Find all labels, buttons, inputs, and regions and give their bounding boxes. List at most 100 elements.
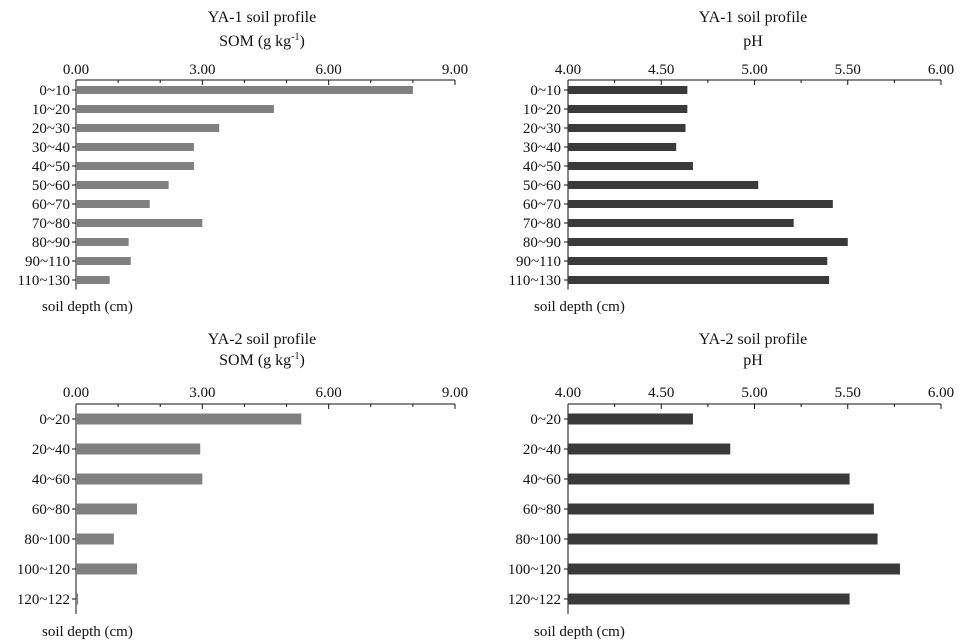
bar-30~40	[76, 143, 194, 151]
x-tick-label: 3.00	[189, 385, 215, 401]
chart-title: YA-1 soil profile	[699, 9, 807, 26]
x-tick-label: 4.00	[555, 62, 581, 78]
x-tick-label: 4.50	[648, 385, 674, 401]
x-tick-label: 4.50	[648, 62, 674, 78]
bar-0~20	[76, 413, 302, 425]
category-label: 80~90	[523, 235, 561, 251]
category-label: 110~130	[508, 273, 561, 289]
subtitle-superscript: -1	[291, 351, 299, 362]
category-label: 60~80	[32, 502, 70, 518]
bar-40~60	[568, 473, 850, 485]
bar-30~40	[568, 143, 677, 151]
chart-panel-4: YA-2 soil profile pH 4.00 4.50 5.00 5.50 6.00 0…	[508, 331, 954, 640]
category-label: 10~20	[32, 102, 70, 118]
y-axis-label: soil depth (cm)	[42, 624, 133, 640]
bar-10~20	[568, 105, 688, 113]
category-label: 0~20	[530, 412, 561, 428]
chart-title: YA-2 soil profile	[208, 331, 316, 348]
x-tick-label: 6.00	[316, 385, 342, 401]
bar-50~60	[76, 181, 169, 189]
subtitle-main: SOM (g kg	[219, 352, 291, 369]
bar-50~60	[568, 181, 759, 189]
bar-60~80	[568, 503, 874, 515]
x-tick-label: 4.00	[555, 385, 581, 401]
category-label: 30~40	[523, 140, 561, 156]
bar-100~120	[76, 563, 138, 575]
bar-80~100	[76, 533, 114, 545]
subtitle-end: )	[300, 33, 305, 50]
bar-0~20	[568, 413, 693, 425]
bar-20~30	[76, 124, 220, 132]
x-tick-label: 6.00	[316, 62, 342, 78]
chart-panel-2: YA-1 soil profile pH 4.00 4.50 5.00 5.50 6.00 0…	[508, 9, 954, 315]
subtitle-superscript: -1	[291, 32, 299, 43]
bar-10~20	[76, 105, 274, 113]
bar-20~30	[568, 124, 686, 132]
bar-40~50	[568, 162, 693, 170]
category-label: 110~130	[17, 273, 70, 289]
x-tick-label: 0.00	[63, 62, 89, 78]
x-tick-label: 6.00	[928, 385, 954, 401]
category-label: 90~110	[516, 254, 561, 270]
bar-70~80	[76, 219, 203, 227]
x-tick-label: 9.00	[442, 62, 468, 78]
bar-20~40	[568, 443, 731, 455]
bar-40~50	[76, 162, 194, 170]
bar-80~90	[568, 238, 848, 246]
category-label: 120~122	[508, 592, 561, 608]
category-label: 40~60	[32, 472, 70, 488]
chart-title: YA-1 soil profile	[208, 9, 316, 26]
category-label: 60~70	[523, 197, 561, 213]
category-label: 0~10	[39, 83, 70, 99]
x-tick-label: 5.00	[741, 62, 767, 78]
subtitle-main: pH	[743, 33, 763, 50]
category-label: 20~40	[523, 442, 561, 458]
subtitle-main: pH	[743, 352, 763, 369]
category-label: 60~80	[523, 502, 561, 518]
y-axis-label: soil depth (cm)	[534, 624, 625, 640]
category-label: 0~20	[39, 412, 70, 428]
category-label: 50~60	[523, 178, 561, 194]
x-tick-label: 0.00	[63, 385, 89, 401]
category-label: 0~10	[530, 83, 561, 99]
category-label: 60~70	[32, 197, 70, 213]
bar-0~10	[76, 86, 413, 94]
bar-40~60	[76, 473, 203, 485]
category-label: 90~110	[25, 254, 70, 270]
y-axis-label: soil depth (cm)	[534, 299, 625, 315]
chart-subtitle: pH	[743, 352, 763, 369]
category-label: 20~40	[32, 442, 70, 458]
category-label: 120~122	[17, 592, 70, 608]
x-tick-label: 3.00	[189, 62, 215, 78]
bar-110~130	[568, 276, 830, 284]
bar-90~110	[568, 257, 828, 265]
category-label: 100~120	[508, 562, 561, 578]
bar-110~130	[76, 276, 110, 284]
bar-60~70	[568, 200, 833, 208]
chart-title: YA-2 soil profile	[699, 331, 807, 348]
category-label: 20~30	[523, 121, 561, 137]
bar-90~110	[76, 257, 131, 265]
chart-panel-3: YA-2 soil profile SOM (g kg-1) 0.00 3.00 6.0…	[17, 331, 468, 640]
category-label: 40~50	[32, 159, 70, 175]
category-label: 80~100	[24, 532, 70, 548]
x-tick-label: 5.00	[741, 385, 767, 401]
category-label: 80~100	[515, 532, 561, 548]
bar-100~120	[568, 563, 900, 575]
category-label: 30~40	[32, 140, 70, 156]
bar-60~80	[76, 503, 138, 515]
category-label: 10~20	[523, 102, 561, 118]
y-axis-label: soil depth (cm)	[42, 299, 133, 315]
chart-subtitle: SOM (g kg-1)	[219, 351, 305, 369]
bar-60~70	[76, 200, 150, 208]
category-label: 100~120	[17, 562, 70, 578]
category-label: 80~90	[32, 235, 70, 251]
chart-subtitle: SOM (g kg-1)	[219, 32, 305, 50]
category-label: 70~80	[32, 216, 70, 232]
bar-80~90	[76, 238, 129, 246]
bar-20~40	[76, 443, 201, 455]
chart-panel-1: YA-1 soil profile SOM (g kg-1) 0.00 3.00 6.0…	[17, 9, 468, 315]
category-label: 50~60	[32, 178, 70, 194]
subtitle-end: )	[300, 352, 305, 369]
